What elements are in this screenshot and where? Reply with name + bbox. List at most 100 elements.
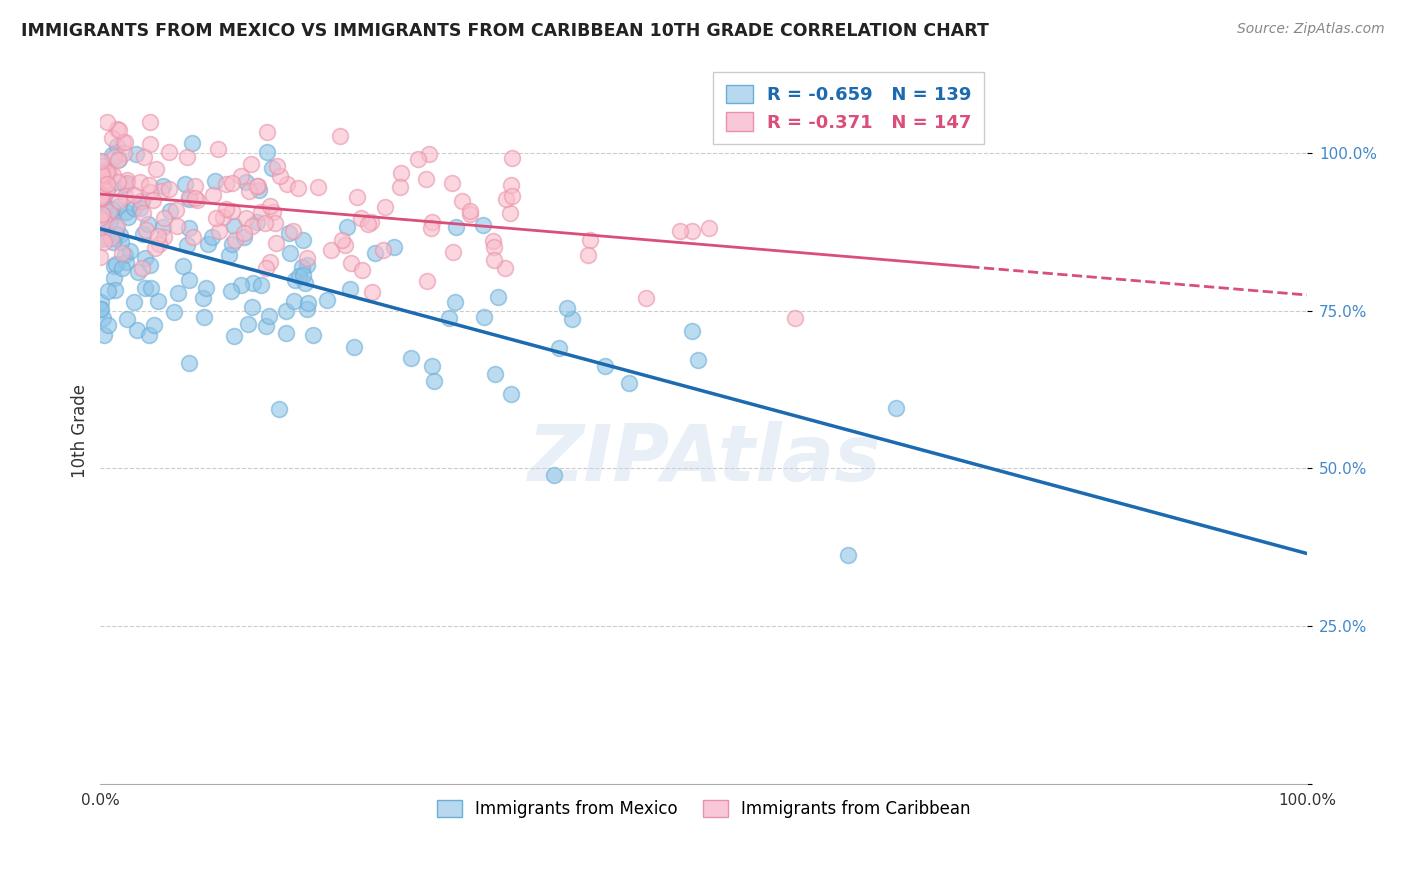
Point <box>134 281 156 295</box>
Point <box>482 235 505 249</box>
Point <box>89 171 111 186</box>
Point <box>150 184 173 198</box>
Point <box>115 173 138 187</box>
Point <box>221 236 243 251</box>
Point <box>146 229 169 244</box>
Point <box>201 230 224 244</box>
Point <box>114 135 136 149</box>
Point <box>239 157 262 171</box>
Point <box>132 227 155 241</box>
Point <box>166 219 188 233</box>
Point <box>93 209 115 223</box>
Point <box>281 224 304 238</box>
Point <box>316 293 339 307</box>
Point <box>233 229 256 244</box>
Point <box>129 175 152 189</box>
Point <box>111 245 134 260</box>
Point <box>89 250 111 264</box>
Point <box>593 359 616 373</box>
Point <box>177 273 200 287</box>
Point <box>276 326 298 340</box>
Point <box>97 284 120 298</box>
Legend: Immigrants from Mexico, Immigrants from Caribbean: Immigrants from Mexico, Immigrants from … <box>430 793 977 825</box>
Point <box>110 235 132 249</box>
Point <box>451 194 474 209</box>
Point <box>163 305 186 319</box>
Point <box>269 169 291 183</box>
Point <box>266 159 288 173</box>
Point <box>100 209 122 223</box>
Point <box>501 387 523 401</box>
Point <box>264 236 287 251</box>
Point <box>283 293 305 308</box>
Point <box>157 145 180 160</box>
Point <box>127 323 149 337</box>
Point <box>91 207 114 221</box>
Point <box>361 285 384 299</box>
Point <box>89 301 111 316</box>
Point <box>295 258 318 272</box>
Point <box>134 150 156 164</box>
Point <box>484 367 506 381</box>
Point <box>249 205 271 219</box>
Point <box>336 219 359 234</box>
Point <box>114 248 136 262</box>
Point <box>131 194 153 208</box>
Point <box>107 153 129 167</box>
Point <box>125 147 148 161</box>
Point <box>143 241 166 255</box>
Point <box>100 231 122 245</box>
Point <box>256 145 278 160</box>
Point <box>218 248 240 262</box>
Point <box>291 268 314 282</box>
Text: IMMIGRANTS FROM MEXICO VS IMMIGRANTS FROM CARIBBEAN 10TH GRADE CORRELATION CHART: IMMIGRANTS FROM MEXICO VS IMMIGRANTS FRO… <box>21 22 988 40</box>
Point <box>222 328 245 343</box>
Point <box>142 193 165 207</box>
Point <box>555 301 578 315</box>
Point <box>212 211 235 225</box>
Point <box>319 243 342 257</box>
Point <box>96 184 118 198</box>
Point <box>269 402 291 417</box>
Point <box>495 193 517 207</box>
Point <box>420 215 443 229</box>
Point <box>104 257 127 271</box>
Point <box>262 205 284 219</box>
Point <box>114 177 136 191</box>
Point <box>139 114 162 128</box>
Point <box>108 152 131 166</box>
Point <box>132 206 155 220</box>
Point <box>259 199 281 213</box>
Point <box>221 204 243 219</box>
Point <box>173 177 195 191</box>
Point <box>343 340 366 354</box>
Point <box>136 217 159 231</box>
Point <box>440 176 463 190</box>
Point <box>103 271 125 285</box>
Point <box>108 122 131 136</box>
Point <box>103 259 125 273</box>
Point <box>138 258 160 272</box>
Point <box>115 205 138 219</box>
Point <box>484 253 506 268</box>
Point <box>232 227 254 241</box>
Point <box>177 190 200 204</box>
Point <box>186 194 208 208</box>
Point <box>131 260 153 275</box>
Point <box>446 220 468 235</box>
Point <box>697 220 720 235</box>
Point <box>384 240 406 254</box>
Point <box>172 259 194 273</box>
Point <box>134 251 156 265</box>
Point <box>224 233 246 247</box>
Point <box>143 318 166 333</box>
Point <box>291 233 314 247</box>
Point <box>406 152 429 166</box>
Point <box>204 174 226 188</box>
Point <box>278 246 301 260</box>
Point <box>415 172 437 186</box>
Point <box>124 201 146 215</box>
Point <box>242 276 264 290</box>
Point <box>138 178 160 193</box>
Point <box>256 125 278 139</box>
